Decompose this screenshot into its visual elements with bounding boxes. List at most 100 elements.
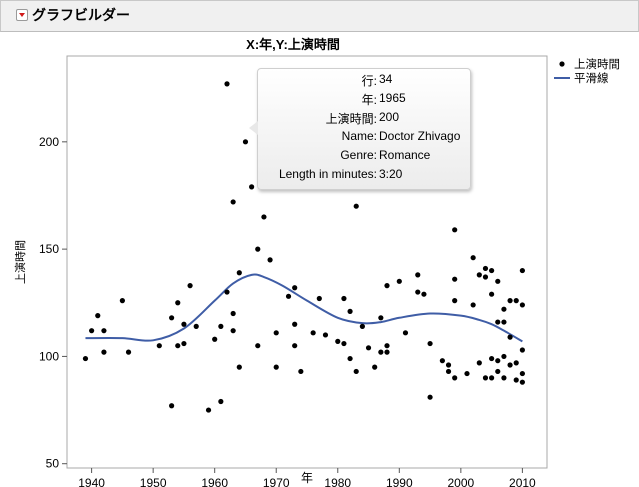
data-point[interactable] — [341, 295, 347, 302]
data-point[interactable] — [95, 313, 101, 319]
data-point[interactable] — [396, 278, 402, 284]
data-point[interactable] — [489, 375, 495, 381]
data-point[interactable] — [181, 321, 187, 327]
data-point[interactable] — [169, 315, 175, 321]
data-point[interactable] — [501, 375, 507, 381]
data-point[interactable] — [452, 375, 458, 381]
data-point[interactable] — [507, 362, 513, 368]
data-point[interactable] — [513, 298, 519, 304]
data-point[interactable] — [169, 403, 175, 409]
data-point[interactable] — [495, 368, 501, 375]
data-point[interactable] — [501, 306, 507, 312]
data-point[interactable] — [273, 330, 279, 336]
data-point[interactable] — [402, 330, 409, 336]
data-point[interactable] — [230, 310, 236, 317]
data-point[interactable] — [470, 302, 476, 308]
data-point[interactable] — [489, 355, 495, 362]
data-point[interactable] — [310, 330, 316, 336]
data-point[interactable] — [242, 139, 249, 145]
data-point[interactable] — [347, 355, 353, 362]
data-point[interactable] — [273, 364, 279, 370]
data-point[interactable] — [482, 265, 489, 272]
data-point[interactable] — [175, 300, 181, 306]
data-point[interactable] — [125, 349, 132, 355]
data-point[interactable] — [519, 267, 525, 274]
data-point[interactable] — [249, 184, 255, 190]
data-point[interactable] — [230, 328, 236, 334]
data-point[interactable] — [267, 257, 273, 263]
data-point[interactable] — [378, 315, 384, 321]
data-point[interactable] — [353, 203, 359, 209]
data-point[interactable] — [476, 272, 482, 278]
data-point[interactable] — [384, 349, 390, 355]
data-point[interactable] — [482, 375, 489, 381]
data-point[interactable] — [359, 323, 365, 329]
data-point[interactable] — [384, 283, 390, 289]
red-triangle-menu-icon[interactable] — [16, 9, 28, 21]
data-point[interactable] — [101, 328, 107, 334]
data-point[interactable] — [285, 293, 292, 299]
data-point[interactable] — [519, 347, 525, 353]
data-point[interactable] — [452, 276, 458, 282]
data-point[interactable] — [421, 291, 427, 297]
data-point[interactable] — [236, 364, 242, 370]
data-point[interactable] — [378, 349, 384, 355]
data-point[interactable] — [482, 274, 489, 280]
data-point[interactable] — [470, 255, 476, 261]
data-point[interactable] — [501, 353, 507, 360]
data-point[interactable] — [224, 81, 230, 87]
data-point[interactable] — [298, 368, 304, 375]
data-point[interactable] — [501, 319, 507, 325]
data-point[interactable] — [335, 338, 341, 344]
data-point[interactable] — [507, 298, 513, 304]
data-point[interactable] — [292, 321, 298, 327]
data-point[interactable] — [181, 340, 187, 347]
data-point[interactable] — [119, 298, 125, 304]
data-point[interactable] — [156, 343, 162, 349]
data-point[interactable] — [236, 270, 242, 276]
data-point[interactable] — [89, 328, 95, 334]
data-point[interactable] — [193, 323, 199, 329]
data-point[interactable] — [513, 360, 519, 366]
data-point[interactable] — [519, 302, 525, 308]
data-point[interactable] — [452, 227, 458, 233]
data-point[interactable] — [255, 246, 261, 252]
data-point[interactable] — [489, 291, 495, 297]
data-point[interactable] — [218, 398, 224, 405]
data-point[interactable] — [415, 289, 421, 295]
data-point[interactable] — [316, 295, 322, 302]
data-point[interactable] — [464, 370, 470, 377]
data-point[interactable] — [495, 278, 501, 284]
data-point[interactable] — [82, 355, 89, 362]
data-point[interactable] — [218, 323, 224, 329]
data-point[interactable] — [452, 298, 458, 304]
data-point[interactable] — [476, 360, 482, 366]
data-point[interactable] — [353, 368, 359, 375]
data-point[interactable] — [372, 364, 378, 370]
data-point[interactable] — [365, 345, 372, 351]
data-point[interactable] — [292, 285, 298, 291]
data-point[interactable] — [427, 340, 433, 347]
data-point[interactable] — [212, 336, 218, 342]
data-point[interactable] — [255, 343, 261, 349]
data-point[interactable] — [495, 358, 501, 364]
data-point[interactable] — [439, 358, 445, 364]
data-point[interactable] — [230, 199, 236, 205]
data-point[interactable] — [519, 379, 525, 385]
data-point[interactable] — [489, 267, 495, 274]
data-point[interactable] — [341, 340, 347, 347]
data-point[interactable] — [205, 407, 212, 413]
data-point[interactable] — [507, 334, 513, 340]
data-point[interactable] — [101, 349, 107, 355]
data-point[interactable] — [384, 343, 390, 349]
data-point[interactable] — [513, 377, 519, 383]
data-point[interactable] — [175, 343, 181, 349]
data-point[interactable] — [415, 272, 421, 278]
data-point[interactable] — [224, 289, 230, 295]
data-point[interactable] — [261, 214, 267, 220]
data-point[interactable] — [347, 308, 353, 314]
data-point[interactable] — [322, 332, 329, 338]
data-point[interactable] — [445, 368, 452, 375]
data-point[interactable] — [187, 283, 193, 289]
data-point[interactable] — [495, 319, 501, 325]
